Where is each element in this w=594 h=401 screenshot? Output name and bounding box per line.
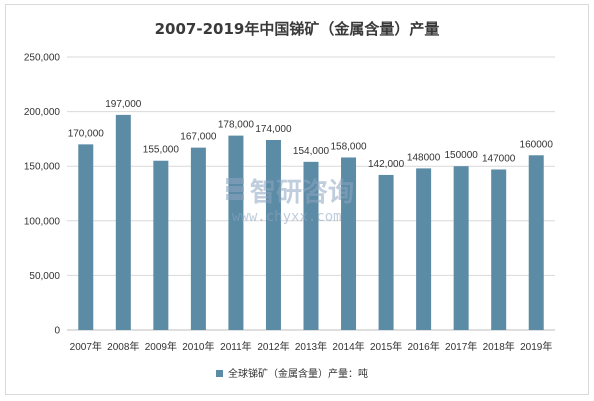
data-label: 147000 bbox=[482, 153, 516, 164]
data-label: 148000 bbox=[407, 152, 441, 163]
watermark: 智研咨询 www.chyxx.com bbox=[226, 177, 354, 225]
bar bbox=[265, 139, 281, 330]
x-tick-label: 2015年 bbox=[370, 340, 402, 353]
data-label: 167,000 bbox=[180, 132, 217, 143]
y-tick-label: 250,000 bbox=[24, 53, 61, 64]
bar bbox=[453, 166, 469, 330]
data-label: 158,000 bbox=[330, 141, 367, 152]
x-tick-label: 2018年 bbox=[483, 340, 515, 353]
data-label: 154,000 bbox=[293, 146, 330, 157]
chart-title: 2007-2019年中国锑矿（金属含量）产量 bbox=[155, 20, 440, 38]
legend-label: 全球锑矿（金属含量）产量：吨 bbox=[228, 367, 368, 380]
x-tick-label: 2009年 bbox=[145, 340, 177, 353]
data-label: 150000 bbox=[444, 150, 478, 161]
bar bbox=[228, 135, 244, 330]
legend: 全球锑矿（金属含量）产量：吨 bbox=[216, 367, 368, 380]
bar bbox=[303, 161, 319, 330]
bar bbox=[78, 144, 94, 330]
x-tick-label: 2011年 bbox=[220, 340, 252, 353]
y-tick-label: 200,000 bbox=[24, 107, 61, 118]
y-tick-label: 100,000 bbox=[24, 216, 61, 227]
bars bbox=[78, 114, 544, 330]
watermark-brand: 智研咨询 bbox=[250, 177, 354, 208]
y-tick-label: 50,000 bbox=[29, 271, 60, 282]
bar bbox=[528, 155, 544, 330]
x-tick-label: 2016年 bbox=[407, 340, 439, 353]
data-label: 170,000 bbox=[68, 128, 105, 139]
watermark-logo-icon bbox=[226, 178, 244, 200]
x-axis-ticks: 2007年 2008年 2009年 2010年 2011年 2012年 2013年 2014年… bbox=[70, 340, 553, 353]
bar bbox=[378, 174, 394, 330]
x-tick-label: 2008年 bbox=[107, 340, 139, 353]
watermark-url: www.chyxx.com bbox=[232, 209, 342, 225]
gridlines bbox=[67, 56, 555, 331]
data-label: 197,000 bbox=[105, 99, 142, 110]
bar bbox=[416, 168, 432, 330]
x-tick-label: 2017年 bbox=[445, 340, 477, 353]
data-label: 174,000 bbox=[255, 124, 292, 135]
x-tick-label: 2013年 bbox=[295, 340, 327, 353]
x-tick-label: 2014年 bbox=[332, 340, 364, 353]
legend-swatch bbox=[216, 370, 223, 377]
bar bbox=[190, 147, 206, 330]
x-tick-label: 2012年 bbox=[257, 340, 289, 353]
data-label: 142,000 bbox=[368, 159, 405, 170]
data-label: 178,000 bbox=[218, 120, 255, 131]
x-tick-label: 2019年 bbox=[520, 340, 552, 353]
bar bbox=[491, 169, 507, 330]
x-tick-label: 2010年 bbox=[182, 340, 214, 353]
bar bbox=[115, 114, 131, 330]
y-axis-ticks: 0 50,000 100,000 150,000 200,000 250,000 bbox=[24, 53, 61, 337]
y-tick-label: 0 bbox=[54, 326, 60, 337]
data-label: 160000 bbox=[520, 139, 554, 150]
bar bbox=[341, 157, 357, 330]
y-tick-label: 150,000 bbox=[24, 162, 61, 173]
x-tick-label: 2007年 bbox=[70, 340, 102, 353]
bar bbox=[153, 160, 169, 330]
data-label: 155,000 bbox=[143, 145, 180, 156]
